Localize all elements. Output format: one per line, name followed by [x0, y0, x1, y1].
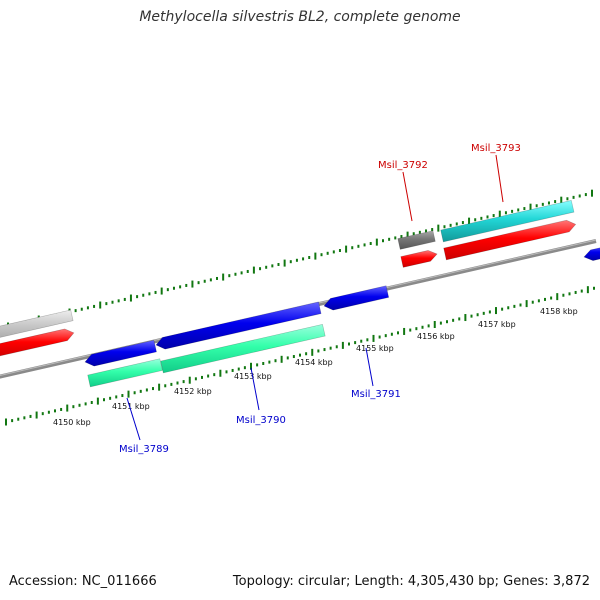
- tick-label-4157: 4157 kbp: [478, 320, 516, 329]
- tick-label-4158: 4158 kbp: [540, 307, 578, 316]
- tick-label-4152: 4152 kbp: [174, 387, 212, 396]
- cyan-feature-msil-3793[interactable]: [440, 200, 575, 243]
- leader-msil-3789: [126, 397, 141, 441]
- gene-label-msil-3792[interactable]: Msil_3792: [378, 160, 428, 171]
- forward-gene-msil-3792[interactable]: [400, 250, 438, 268]
- leader-msil-3792: [402, 171, 413, 222]
- forward-gene-left-partial[interactable]: [0, 328, 75, 358]
- gene-label-msil-3789[interactable]: Msil_3789: [119, 444, 169, 455]
- grey-feature-msil-3792[interactable]: [397, 230, 436, 250]
- tick-label-4150: 4150 kbp: [53, 418, 91, 427]
- map-title: Methylocella silvestris BL2, complete ge…: [139, 9, 461, 25]
- leader-msil-3790: [250, 367, 260, 411]
- reverse-gene-right-partial[interactable]: [583, 245, 600, 261]
- forward-gene-msil-3793[interactable]: [443, 219, 577, 261]
- accession-label: Accession: NC_011666: [9, 574, 157, 589]
- forward-gene-left-grey[interactable]: [0, 309, 74, 339]
- reverse-gene-msil-3791[interactable]: [323, 285, 390, 311]
- rna-feature-msil-3789[interactable]: [87, 358, 163, 388]
- rna-feature-msil-3790[interactable]: [160, 323, 326, 374]
- genome-summary: Topology: circular; Length: 4,305,430 bp…: [232, 574, 590, 589]
- tick-label-4154: 4154 kbp: [295, 358, 333, 367]
- leader-msil-3793: [495, 154, 504, 203]
- gene-label-msil-3793[interactable]: Msil_3793: [471, 143, 521, 154]
- leader-msil-3791: [365, 347, 374, 387]
- tick-label-4151: 4151 kbp: [112, 402, 150, 411]
- tick-label-4155: 4155 kbp: [356, 344, 394, 353]
- reverse-gene-msil-3790[interactable]: [155, 301, 322, 350]
- gene-label-msil-3790[interactable]: Msil_3790: [236, 415, 286, 426]
- tick-label-4156: 4156 kbp: [417, 332, 455, 341]
- gene-label-msil-3791[interactable]: Msil_3791: [351, 389, 401, 400]
- reverse-gene-msil-3789[interactable]: [84, 339, 157, 367]
